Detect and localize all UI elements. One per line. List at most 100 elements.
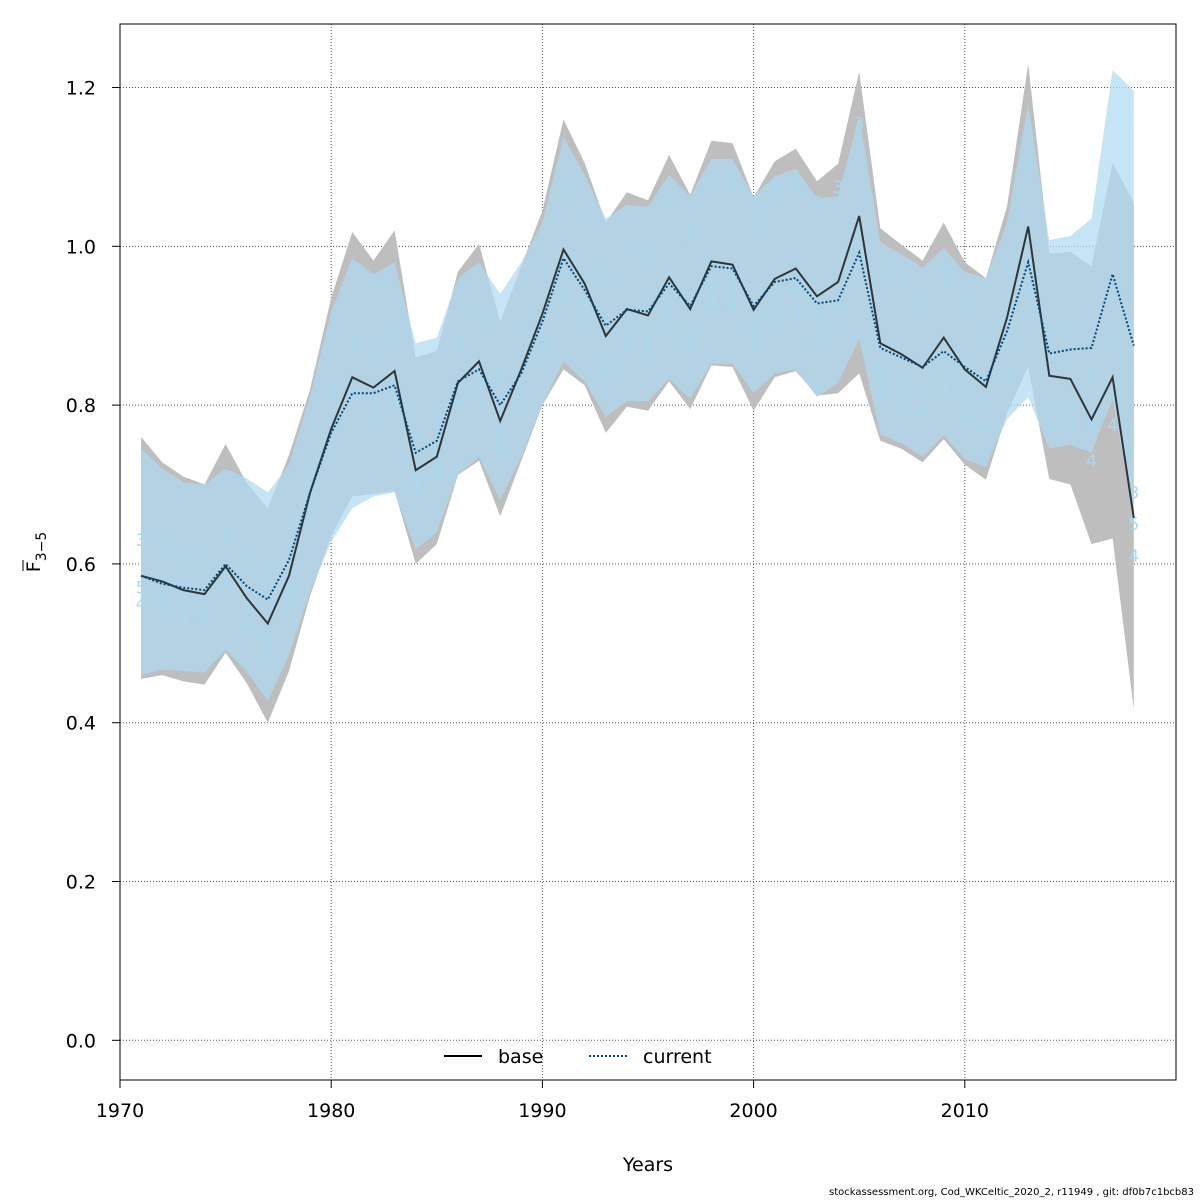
age-5-label: 5 (305, 495, 316, 515)
age-4-label: 4 (833, 317, 844, 337)
age-5-label: 5 (1002, 337, 1013, 357)
y-tick-label: 0.2 (66, 872, 96, 894)
series-lines (140, 215, 1135, 626)
age-5-label: 5 (1065, 396, 1076, 416)
age-5-label: 5 (220, 567, 231, 587)
age-3-label: 3 (136, 531, 147, 551)
age-5-label: 5 (959, 384, 970, 404)
age-3-label: 3 (474, 309, 485, 329)
age-3-label: 3 (199, 547, 210, 567)
age-4-label: 4 (453, 396, 464, 416)
age-5-label: 5 (537, 333, 548, 353)
y-tick-label: 0.0 (66, 1030, 96, 1052)
age-4-label: 4 (1065, 416, 1076, 436)
age-4-label: 4 (220, 579, 231, 599)
y-tick-label: 1.2 (66, 78, 96, 100)
age-4-label: 4 (537, 345, 548, 365)
age-5-label: 5 (854, 229, 865, 249)
age-4-label: 4 (1086, 452, 1097, 472)
age-5-label: 5 (516, 384, 527, 404)
age-3-label: 3 (790, 170, 801, 190)
y-axis: 0.0 0.2 0.4 0.6 0.8 1.0 1.2 (66, 78, 120, 1052)
age-3-label: 3 (917, 297, 928, 317)
age-4-label: 4 (1128, 547, 1139, 567)
age-4-label: 4 (600, 364, 611, 384)
age-3-label: 3 (727, 170, 738, 190)
age-3-label: 3 (410, 428, 421, 448)
age-4-label: 4 (790, 305, 801, 325)
age-5-label: 5 (981, 396, 992, 416)
confidence-bands (141, 63, 1134, 723)
age-5-label: 5 (1128, 515, 1139, 535)
age-4-label: 4 (178, 610, 189, 630)
age-4-label: 4 (812, 329, 823, 349)
x-axis-title: Years (622, 1154, 673, 1176)
age-5-label: 5 (579, 297, 590, 317)
y-axis-title-subscript: 3−5 (34, 532, 50, 562)
y-tick-label: 0.4 (66, 713, 96, 735)
age-4-label: 4 (262, 646, 273, 666)
age-3-label: 3 (1107, 325, 1118, 345)
age-3-label: 3 (305, 460, 316, 480)
y-axis-title: F3−5 (22, 532, 50, 572)
age-3-label: 3 (347, 331, 358, 351)
age-4-label: 4 (347, 388, 358, 408)
age-4-label: 4 (875, 384, 886, 404)
age-5-label: 5 (558, 265, 569, 285)
age-4-label: 4 (431, 464, 442, 484)
age-5-label: 5 (896, 372, 907, 392)
age-3-label: 3 (262, 563, 273, 583)
age-3-label: 3 (516, 321, 527, 341)
age-5-label: 5 (431, 452, 442, 472)
age-5-label: 5 (199, 599, 210, 619)
age-3-label: 3 (1065, 325, 1076, 345)
age-4-label: 4 (199, 610, 210, 630)
age-5-label: 5 (453, 384, 464, 404)
age-4-label: 4 (727, 297, 738, 317)
age-5-label: 5 (664, 297, 675, 317)
age-3-label: 3 (643, 245, 654, 265)
age-3-label: 3 (579, 210, 590, 230)
age-4-label: 4 (558, 289, 569, 309)
age-4-label: 4 (241, 614, 252, 634)
age-4-label: 4 (516, 396, 527, 416)
age-5-label: 5 (368, 392, 379, 412)
age-5-label: 5 (600, 352, 611, 372)
age-4-label: 4 (896, 396, 907, 416)
age-5-label: 5 (790, 281, 801, 301)
age-3-label: 3 (748, 213, 759, 233)
age-3-label: 3 (854, 114, 865, 134)
y-tick-label: 0.8 (66, 395, 96, 417)
age-3-label: 3 (431, 412, 442, 432)
x-tick-label: 2000 (729, 1100, 777, 1122)
legend-label-current: current (643, 1046, 712, 1068)
age-3-label: 3 (685, 225, 696, 245)
age-3-label: 3 (812, 194, 823, 214)
x-tick-label: 1980 (307, 1100, 355, 1122)
age-4-label: 4 (136, 595, 147, 615)
x-tick-label: 1970 (96, 1100, 144, 1122)
age-4-label: 4 (305, 511, 316, 531)
age-4-label: 4 (981, 420, 992, 440)
age-4-label: 4 (368, 408, 379, 428)
x-tick-label: 1990 (518, 1100, 566, 1122)
age-3-label: 3 (1086, 368, 1097, 388)
age-5-label: 5 (326, 432, 337, 452)
age-5-label: 5 (241, 599, 252, 619)
age-4-label: 4 (284, 587, 295, 607)
age-4-label: 4 (917, 404, 928, 424)
age-5-label: 5 (748, 317, 759, 337)
age-5-label: 5 (727, 277, 738, 297)
x-tick-label: 2010 (941, 1100, 989, 1122)
age-3-label: 3 (178, 547, 189, 567)
age-5-label: 5 (643, 329, 654, 349)
age-4-label: 4 (643, 341, 654, 361)
age-5-label: 5 (474, 364, 485, 384)
current-line (140, 249, 1135, 602)
age-5-label: 5 (1023, 257, 1034, 277)
age-4-label: 4 (769, 313, 780, 333)
age-4-label: 4 (854, 253, 865, 273)
age-3-label: 3 (1128, 483, 1139, 503)
legend-label-base: base (498, 1046, 543, 1068)
